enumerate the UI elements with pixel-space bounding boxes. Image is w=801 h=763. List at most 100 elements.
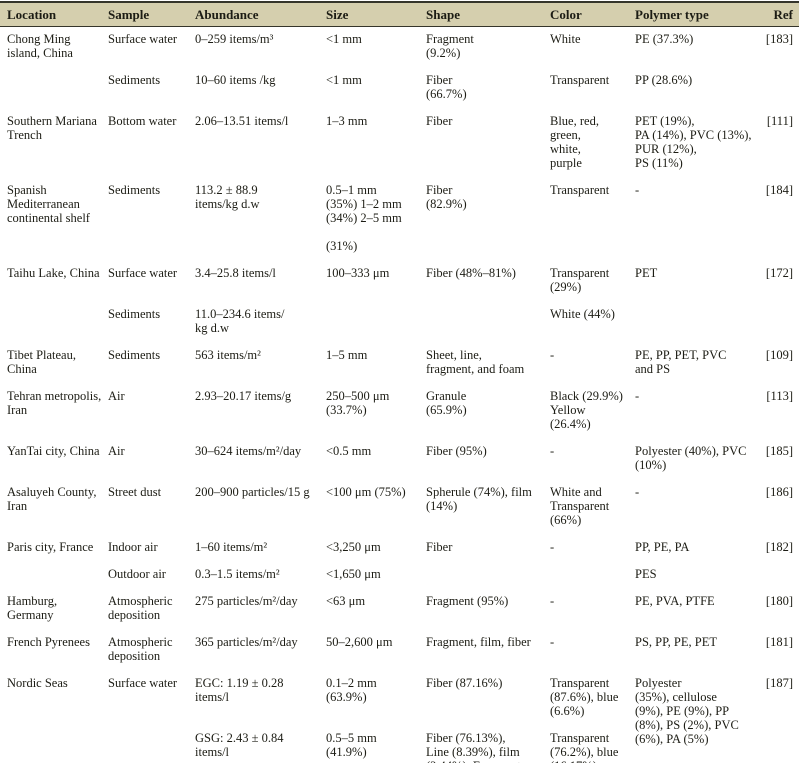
cell-shape: Fiber (95%) <box>426 444 487 458</box>
cell-color: White <box>550 32 581 46</box>
cell-abundance: 0–259 items/m³ <box>195 32 274 46</box>
column-header-color: Color <box>550 1 635 27</box>
cell-polymer-type: Polyester (40%), PVC (10%) <box>635 444 747 472</box>
cell-polymer-type: PET <box>635 266 658 280</box>
cell-size: <63 μm <box>326 594 366 608</box>
cell-ref[interactable]: [183] <box>765 32 793 46</box>
cell-ref[interactable]: [182] <box>765 540 793 554</box>
cell-sample: Surface water <box>108 32 178 46</box>
cell-polymer-type <box>635 302 764 343</box>
cell-color: Transparent <box>550 183 610 197</box>
cell-size: <0.5 mm <box>326 444 372 458</box>
cell-polymer-type: PP, PE, PA <box>635 540 690 554</box>
cell-shape: Fragment (95%) <box>426 594 509 608</box>
cell-location: French Pyrenees <box>7 635 90 649</box>
cell-abundance: 275 particles/m²/day <box>195 594 298 608</box>
cell-ref[interactable]: [111] <box>766 114 793 128</box>
cell-ref <box>764 302 799 343</box>
cell-size: <1 mm <box>326 32 362 46</box>
cell-abundance: 113.2 ± 88.9 items/kg d.w <box>195 183 260 211</box>
cell-shape: Fragment, film, fiber <box>426 635 531 649</box>
cell-sample: Surface water <box>108 266 178 280</box>
cell-sample: Atmospheric deposition <box>108 594 173 622</box>
cell-sample: Surface water <box>108 676 178 690</box>
table-row: GSG: 2.43 ± 0.84 items/l 0.5–5 mm (41.9%)… <box>0 726 799 763</box>
cell-polymer-type: - <box>635 485 640 499</box>
cell-location: Tehran metropolis, Iran <box>7 389 102 417</box>
cell-shape: Spherule (74%), film (14%) <box>426 485 532 513</box>
cell-polymer-type: PS, PP, PE, PET <box>635 635 717 649</box>
cell-abundance: 2.06–13.51 items/l <box>195 114 289 128</box>
column-header-polymer-type: Polymer type <box>635 1 764 27</box>
cell-shape: Fiber <box>426 114 453 128</box>
cell-size <box>326 302 426 343</box>
cell-ref[interactable]: [184] <box>765 183 793 197</box>
cell-ref[interactable]: [185] <box>765 444 793 458</box>
table-row: Sediments 11.0–234.6 items/ kg d.w White (… <box>0 302 799 343</box>
cell-polymer-type: PET (19%), PA (14%), PVC (13%), PUR (12%… <box>635 114 752 170</box>
cell-ref[interactable]: [186] <box>765 485 793 499</box>
cell-ref[interactable]: [172] <box>765 266 793 280</box>
cell-polymer-type: PP (28.6%) <box>635 73 693 87</box>
cell-size: 100–333 μm <box>326 266 390 280</box>
cell-location <box>0 562 108 589</box>
table-header: Location Sample Abundance Size Shape Color Pol… <box>0 1 799 27</box>
table-row: Outdoor air 0.3–1.5 items/m² <1,650 μm PES <box>0 562 799 589</box>
cell-size: 250–500 μm (33.7%) <box>326 389 390 417</box>
cell-size: 1–3 mm <box>326 114 368 128</box>
cell-sample: Air <box>108 444 125 458</box>
cell-shape: Fiber <box>426 540 453 554</box>
cell-abundance: 1–60 items/m² <box>195 540 268 554</box>
cell-sample: Indoor air <box>108 540 158 554</box>
table-row: YanTai city, China Air 30–624 items/m²/day… <box>0 439 799 480</box>
cell-color: Transparent (87.6%), blue (6.6%) <box>550 676 619 718</box>
cell-sample <box>108 726 195 763</box>
cell-shape: Fiber (66.7%) <box>426 73 467 101</box>
cell-ref[interactable]: [187] <box>765 676 793 690</box>
cell-polymer-type: - <box>635 389 640 403</box>
cell-size: <1,650 μm <box>326 567 381 581</box>
cell-ref[interactable]: [109] <box>765 348 793 362</box>
cell-shape: Fiber (76.13%), Line (8.39%), film (2.44… <box>426 731 521 763</box>
column-header-shape: Shape <box>426 1 550 27</box>
cell-polymer-type: PE, PP, PET, PVC and PS <box>635 348 727 376</box>
column-header-ref: Ref <box>764 1 799 27</box>
cell-sample: Bottom water <box>108 114 177 128</box>
cell-size: <3,250 μm <box>326 540 381 554</box>
cell-shape: Fiber (48%–81%) <box>426 266 516 280</box>
cell-ref <box>764 726 799 763</box>
cell-color: Transparent (29%) <box>550 266 610 294</box>
cell-sample: Sediments <box>108 348 161 362</box>
cell-shape <box>426 302 550 343</box>
cell-abundance: 10–60 items /kg <box>195 73 276 87</box>
cell-abundance: 30–624 items/m²/day <box>195 444 302 458</box>
header-row: Location Sample Abundance Size Shape Color Pol… <box>0 1 799 27</box>
column-header-location: Location <box>0 1 108 27</box>
cell-location: Taihu Lake, China <box>7 266 100 280</box>
cell-location <box>0 302 108 343</box>
cell-abundance: EGC: 1.19 ± 0.28 items/l <box>195 676 284 704</box>
cell-polymer-type: PE, PVA, PTFE <box>635 594 715 608</box>
cell-sample: Sediments <box>108 183 161 197</box>
cell-shape: Fragment (9.2%) <box>426 32 474 60</box>
cell-polymer-type: - <box>635 183 640 197</box>
cell-ref[interactable]: [181] <box>765 635 793 649</box>
cell-polymer-type: Polyester (35%), cellulose (9%), PE (9%)… <box>635 676 739 746</box>
table-row: Chong Ming island, China Surface water 0–2… <box>0 27 799 69</box>
table-row: Southern Mariana Trench Bottom water 2.06–… <box>0 109 799 178</box>
cell-location: Spanish Mediterranean continental shelf <box>7 183 90 225</box>
cell-color: White (44%) <box>550 307 615 321</box>
table-row: Paris city, France Indoor air 1–60 items/m… <box>0 535 799 562</box>
cell-size: 0.1–2 mm (63.9%) <box>326 676 377 704</box>
cell-shape: Sheet, line, fragment, and foam <box>426 348 525 376</box>
cell-size: 0.5–5 mm (41.9%) <box>326 731 377 759</box>
cell-ref[interactable]: [113] <box>766 389 793 403</box>
table-row: Hamburg, Germany Atmospheric deposition 27… <box>0 589 799 630</box>
cell-sample: Air <box>108 389 125 403</box>
cell-ref[interactable]: [180] <box>765 594 793 608</box>
cell-size: 0.5–1 mm (35%) 1–2 mm (34%) 2–5 mm (31%) <box>326 183 402 253</box>
cell-abundance: 0.3–1.5 items/m² <box>195 567 280 581</box>
cell-color: Blue, red, green, white, purple <box>550 114 599 170</box>
